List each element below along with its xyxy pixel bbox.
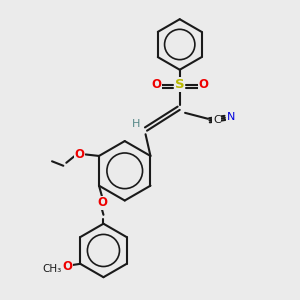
Text: C: C [213, 115, 221, 125]
Text: O: O [97, 196, 107, 209]
Text: O: O [199, 78, 208, 91]
Text: N: N [227, 112, 235, 122]
Text: O: O [62, 260, 72, 273]
Text: O: O [75, 148, 85, 161]
Text: O: O [151, 78, 161, 91]
Text: H: H [131, 119, 140, 129]
Text: S: S [175, 78, 184, 91]
Text: CH₃: CH₃ [42, 264, 62, 274]
